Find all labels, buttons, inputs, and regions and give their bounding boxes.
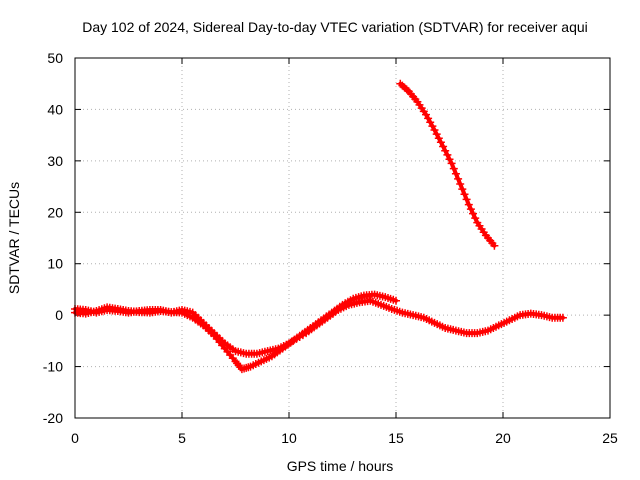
data-point [430, 126, 439, 134]
data-point [490, 241, 499, 250]
data-point [458, 185, 467, 194]
x-tick-label: 0 [71, 430, 79, 446]
data-point [451, 169, 460, 178]
data-point [443, 150, 452, 159]
x-tick-label: 5 [178, 430, 186, 446]
series-layer [71, 79, 567, 374]
data-point [439, 142, 448, 151]
y-tick-label: 20 [47, 204, 63, 220]
chart-title: Day 102 of 2024, Sidereal Day-to-day VTE… [82, 19, 588, 35]
y-tick-label: 0 [55, 307, 63, 323]
series-track-b [71, 290, 400, 358]
data-point [454, 174, 463, 183]
plot-frame [74, 57, 611, 419]
y-tick-label: 10 [47, 256, 63, 272]
data-point [464, 200, 473, 209]
data-point [392, 296, 400, 305]
grid [75, 58, 610, 418]
y-axis-label: SDTVAR / TECUs [6, 182, 22, 294]
data-point [460, 190, 469, 199]
data-point [558, 313, 567, 322]
y-tick-label: -10 [43, 359, 63, 375]
data-point [449, 164, 458, 173]
y-tick-label: 30 [47, 153, 63, 169]
data-point [466, 205, 475, 214]
data-point [434, 134, 443, 143]
y-tick-labels: -20 -10 0 10 20 30 40 50 [43, 50, 63, 426]
x-tick-label: 20 [495, 430, 511, 446]
data-point [445, 155, 454, 164]
data-point [447, 159, 456, 168]
x-tick-label: 10 [281, 430, 297, 446]
y-tick-label: 50 [47, 50, 63, 66]
x-tick-label: 15 [388, 430, 404, 446]
data-point [456, 180, 465, 188]
data-point [469, 209, 477, 218]
y-tick-label: -20 [43, 410, 63, 426]
y-tick-label: 40 [47, 101, 63, 117]
x-axis-label: GPS time / hours [287, 458, 394, 474]
data-point [471, 214, 480, 223]
x-tick-labels: 0 5 10 15 20 25 [71, 430, 618, 446]
data-point [436, 138, 445, 147]
data-point [462, 195, 471, 204]
series-track-c [396, 79, 499, 250]
data-point [441, 146, 450, 155]
x-tick-label: 25 [602, 430, 618, 446]
data-point [432, 130, 441, 139]
